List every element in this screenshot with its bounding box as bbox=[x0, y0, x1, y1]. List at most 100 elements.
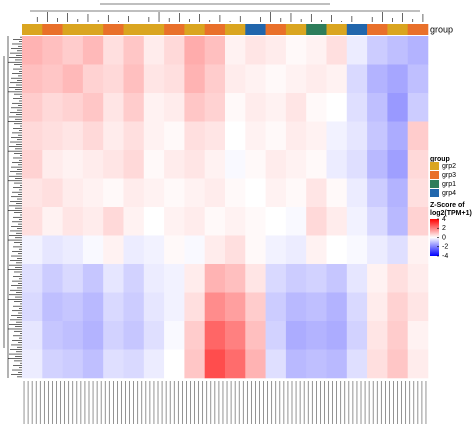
heatmap-cell bbox=[265, 121, 287, 151]
heatmap-cell bbox=[265, 235, 287, 265]
heatmap-cell bbox=[164, 150, 185, 179]
heatmap-cell bbox=[164, 178, 185, 208]
heatmap-cell bbox=[407, 207, 429, 236]
annotation-cell bbox=[164, 24, 185, 35]
heatmap-cell bbox=[225, 321, 246, 350]
heatmap-cell bbox=[22, 178, 43, 208]
heatmap-cell bbox=[184, 292, 205, 322]
heatmap-cell bbox=[306, 150, 327, 179]
heatmap-cell bbox=[82, 93, 104, 122]
heatmap-cell bbox=[326, 178, 348, 208]
heatmap-cell bbox=[82, 64, 104, 94]
legend-swatch bbox=[430, 171, 439, 179]
heatmap-cell bbox=[164, 321, 185, 350]
heatmap-cell bbox=[143, 121, 165, 151]
heatmap-cell bbox=[306, 349, 327, 379]
heatmap-cell bbox=[285, 36, 307, 65]
heatmap-cell bbox=[123, 349, 145, 379]
heatmap-cell bbox=[22, 264, 43, 293]
heatmap-cell bbox=[387, 150, 408, 179]
heatmap-cell bbox=[204, 207, 226, 236]
heatmap-cell bbox=[265, 264, 287, 293]
heatmap-cell bbox=[285, 235, 307, 265]
heatmap-cell bbox=[103, 36, 124, 65]
heatmap-cell bbox=[103, 178, 124, 208]
heatmap-cell bbox=[346, 178, 368, 208]
heatmap-cell bbox=[103, 93, 124, 122]
heatmap-cell bbox=[103, 321, 124, 350]
annotation-cell bbox=[225, 24, 246, 35]
annotation-cell bbox=[285, 24, 307, 35]
heatmap-cell bbox=[306, 93, 327, 122]
heatmap-cell bbox=[123, 64, 145, 94]
heatmap-cell bbox=[204, 64, 226, 94]
heatmap-cell bbox=[367, 207, 388, 236]
heatmap-cell bbox=[387, 64, 408, 94]
colorbar-tick-label: -4 bbox=[442, 253, 448, 260]
heatmap-cell bbox=[103, 64, 124, 94]
heatmap-cell bbox=[245, 121, 266, 151]
heatmap-cell bbox=[204, 292, 226, 322]
heatmap-cell bbox=[326, 121, 348, 151]
heatmap-cell bbox=[225, 349, 246, 379]
heatmap-cell bbox=[143, 321, 165, 350]
heatmap-cell bbox=[225, 121, 246, 151]
heatmap-cell bbox=[204, 321, 226, 350]
heatmap-cell bbox=[42, 207, 63, 236]
heatmap-cell bbox=[407, 264, 429, 293]
heatmap-cell bbox=[204, 264, 226, 293]
heatmap-cell bbox=[245, 235, 266, 265]
heatmap-cell bbox=[326, 207, 348, 236]
heatmap-cell bbox=[245, 292, 266, 322]
heatmap-cell bbox=[164, 264, 185, 293]
colorbar-tick-label: 0 bbox=[442, 234, 446, 241]
heatmap-cell bbox=[326, 264, 348, 293]
heatmap-cell bbox=[82, 207, 104, 236]
heatmap-cell bbox=[346, 235, 368, 265]
heatmap-cell bbox=[62, 264, 84, 293]
heatmap-cell bbox=[407, 150, 429, 179]
heatmap-cell bbox=[346, 93, 368, 122]
heatmap-cell bbox=[123, 264, 145, 293]
heatmap-cell bbox=[123, 121, 145, 151]
colorbar-title: log2(TPM+1) bbox=[430, 210, 472, 217]
heatmap-cell bbox=[265, 207, 287, 236]
heatmap-cell bbox=[326, 93, 348, 122]
heatmap-cell bbox=[387, 178, 408, 208]
heatmap-cell bbox=[285, 93, 307, 122]
heatmap-cell bbox=[42, 36, 63, 65]
heatmap-cell bbox=[326, 321, 348, 350]
heatmap-cell bbox=[285, 292, 307, 322]
legend-label: grp3 bbox=[442, 172, 456, 179]
heatmap-cell bbox=[346, 349, 368, 379]
heatmap-cell bbox=[245, 264, 266, 293]
heatmap-cell bbox=[123, 178, 145, 208]
heatmap-cell bbox=[164, 93, 185, 122]
heatmap-cell bbox=[367, 178, 388, 208]
heatmap-cell bbox=[245, 36, 266, 65]
heatmap-cell bbox=[103, 121, 124, 151]
heatmap-cell bbox=[346, 121, 368, 151]
heatmap-cell bbox=[245, 178, 266, 208]
heatmap-cell bbox=[143, 178, 165, 208]
heatmap-cell bbox=[143, 235, 165, 265]
heatmap-cell bbox=[103, 150, 124, 179]
heatmap-cell bbox=[184, 150, 205, 179]
heatmap-cell bbox=[143, 36, 165, 65]
heatmap-cell bbox=[407, 178, 429, 208]
heatmap-cell bbox=[82, 178, 104, 208]
heatmap-cell bbox=[82, 150, 104, 179]
heatmap-cell bbox=[346, 321, 368, 350]
heatmap-cell bbox=[42, 93, 63, 122]
heatmap-cell bbox=[245, 349, 266, 379]
heatmap-cell bbox=[204, 150, 226, 179]
heatmap-cell bbox=[225, 64, 246, 94]
annotation-cell bbox=[204, 24, 226, 35]
heatmap-cell bbox=[22, 150, 43, 179]
heatmap-cell bbox=[123, 93, 145, 122]
heatmap-cell bbox=[42, 121, 63, 151]
heatmap-cell bbox=[143, 150, 165, 179]
heatmap-cell bbox=[367, 93, 388, 122]
heatmap-cell bbox=[326, 150, 348, 179]
